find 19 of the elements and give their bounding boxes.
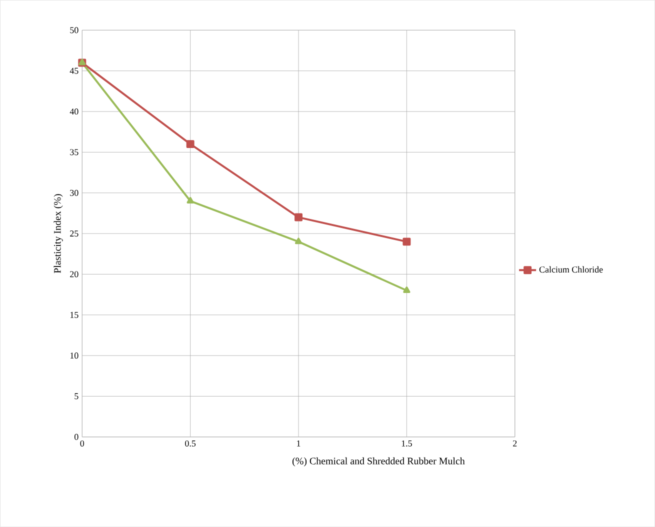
y-tick-label: 45 (70, 68, 78, 74)
y-tick-label: 10 (70, 352, 78, 359)
y-tick-label: 35 (70, 149, 78, 156)
y-axis-title: Plasticity Index (%) (54, 194, 63, 274)
y-tick-label: 5 (74, 393, 78, 400)
y-tick-label: 15 (70, 312, 78, 318)
x-tick-label: 2 (513, 440, 517, 446)
x-axis-title: (%) Chemical and Shredded Rubber Mulch (292, 457, 465, 466)
y-tick-label: 0 (74, 434, 78, 440)
y-tick-label: 40 (70, 108, 78, 115)
y-tick-label: 30 (70, 190, 78, 196)
y-tick-label: 25 (70, 230, 78, 237)
x-tick-label: 0 (80, 440, 84, 446)
x-tick-label: 1 (297, 440, 300, 446)
legend-label: Calcium Chloride (539, 266, 603, 273)
y-tick-label: 50 (70, 27, 78, 34)
x-tick-label: 0.5 (185, 440, 196, 447)
x-tick-label: 1.5 (402, 440, 412, 446)
y-tick-label: 20 (70, 271, 78, 278)
